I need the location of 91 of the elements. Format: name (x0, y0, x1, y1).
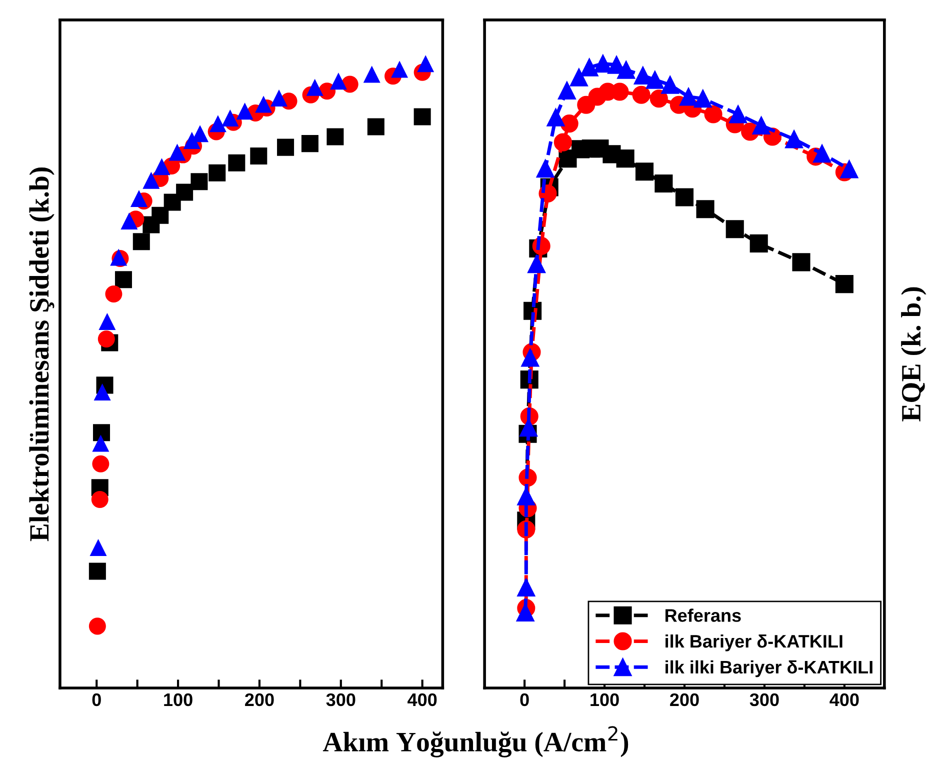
point (835, 275, 854, 294)
x-tick-label: 400 (830, 693, 859, 706)
point (696, 200, 714, 218)
x-tick-label: 300 (326, 693, 356, 706)
point (521, 348, 540, 367)
point (616, 150, 634, 168)
point (750, 234, 768, 252)
point (560, 114, 578, 133)
point (90, 539, 107, 556)
point (168, 144, 186, 161)
point (650, 90, 668, 108)
point (270, 89, 288, 106)
point (632, 86, 650, 104)
x-tick-label: 0 (92, 693, 101, 706)
point (132, 233, 150, 250)
point (250, 148, 268, 165)
point (91, 490, 108, 508)
point (130, 190, 148, 208)
y2-axis-title: EQE (k. b.) (901, 287, 926, 422)
y-axis-title: Elektrolüminesans Şiddeti (k.b) (29, 168, 54, 542)
point (570, 68, 588, 86)
point (120, 212, 138, 230)
point (114, 271, 132, 288)
point (208, 164, 226, 182)
x-tick-label: 100 (590, 693, 619, 706)
x-tick-label: 400 (408, 693, 437, 706)
point (813, 144, 832, 163)
point (176, 184, 194, 201)
point (363, 66, 380, 83)
point (528, 255, 546, 274)
point (517, 487, 536, 506)
x-axis-title: Akım Yoğunluğu (A/cm$^{2}$) (322, 726, 628, 758)
point (255, 96, 272, 113)
point (646, 70, 664, 89)
point (675, 188, 694, 206)
point (88, 618, 106, 635)
point (694, 90, 712, 108)
point (726, 220, 744, 238)
point (580, 58, 598, 76)
point (367, 118, 384, 136)
point (142, 172, 160, 189)
point (554, 133, 572, 152)
point (417, 55, 434, 72)
point (594, 54, 612, 73)
point (98, 313, 116, 330)
point (516, 603, 534, 622)
point (190, 173, 208, 190)
legend-label: ilk Bariyer δ-KATKILI (666, 634, 842, 652)
point (679, 88, 698, 106)
x-tick-label: 0 (520, 693, 529, 706)
point (661, 76, 680, 94)
x-tick-label: 300 (750, 693, 779, 706)
point (153, 158, 170, 176)
point (228, 154, 246, 172)
legend-label: ilk ilki Bariyer δ-KATKILI (666, 660, 872, 678)
point (391, 60, 408, 78)
point (414, 108, 431, 126)
point (792, 253, 810, 272)
point (236, 102, 254, 120)
x-tick-label: 200 (670, 693, 699, 706)
point (94, 384, 111, 401)
point (729, 105, 748, 124)
point (330, 72, 347, 90)
point (92, 434, 110, 452)
point (277, 138, 294, 156)
point (617, 60, 636, 79)
point (306, 78, 324, 96)
point (209, 115, 226, 132)
point (654, 174, 673, 193)
x-tick-label: 200 (245, 693, 274, 706)
point (222, 109, 239, 126)
point (517, 578, 536, 597)
point (558, 81, 576, 100)
point (301, 135, 318, 152)
point (752, 116, 770, 134)
point (704, 105, 722, 124)
point (98, 330, 115, 348)
point (326, 128, 344, 146)
point (536, 160, 554, 178)
point (92, 455, 110, 472)
point (93, 424, 110, 442)
point (635, 162, 654, 181)
point (88, 562, 106, 580)
point (785, 130, 804, 148)
legend-label: Referans (666, 608, 741, 622)
point (634, 66, 652, 85)
point (152, 206, 169, 224)
point (105, 286, 122, 303)
point (840, 160, 858, 178)
x-tick-label: 100 (164, 693, 192, 706)
point (546, 108, 565, 126)
